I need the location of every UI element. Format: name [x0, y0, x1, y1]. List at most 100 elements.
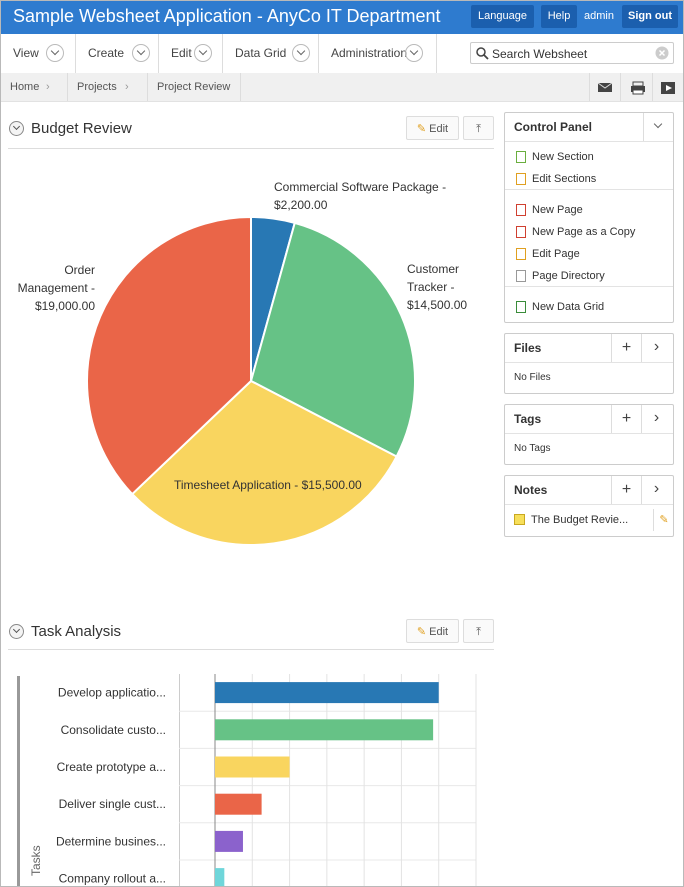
expand-button[interactable]: › — [641, 334, 671, 362]
collapse-toggle[interactable] — [9, 121, 24, 136]
user-name: admin — [584, 10, 614, 22]
menu-item[interactable]: Administration — [319, 34, 437, 73]
sign-out-button[interactable]: Sign out — [622, 5, 678, 28]
print-icon[interactable] — [631, 81, 645, 95]
top-button[interactable]: ⤒ — [463, 619, 494, 643]
category-label: Develop applicatio... — [58, 686, 166, 700]
pie-chart — [86, 215, 416, 546]
menu-item[interactable]: Data Grid — [223, 34, 319, 73]
panel-rule — [505, 504, 673, 505]
section-title: Budget Review — [31, 120, 132, 137]
menu-chevron — [132, 44, 150, 62]
panel-title: Notes — [514, 483, 548, 497]
present-icon[interactable] — [661, 82, 675, 94]
note-link[interactable]: The Budget Revie... — [531, 514, 629, 526]
menu-item[interactable]: Edit — [159, 34, 223, 73]
collapse-button[interactable] — [643, 113, 674, 141]
panel-link[interactable]: Page Directory — [532, 270, 605, 282]
edit-note-button[interactable]: ✎ — [653, 509, 674, 531]
panel-rule — [505, 433, 673, 434]
menu-bar: View Create Edit Data Grid Administratio… — [1, 34, 683, 74]
help-button[interactable]: Help — [541, 5, 577, 28]
search-placeholder: Search Websheet — [492, 47, 588, 61]
panel-rule — [505, 286, 673, 287]
search-icon — [476, 47, 489, 60]
breadcrumb-bar: Home › Projects › Project Review — [1, 73, 683, 102]
menu-label: Create — [88, 46, 125, 60]
panel-link[interactable]: Edit Sections — [532, 173, 597, 185]
category-label: Deliver single cust... — [59, 797, 166, 811]
menu-chevron — [292, 44, 310, 62]
language-button[interactable]: Language — [471, 5, 534, 28]
pie-slice — [86, 215, 252, 496]
item-icon — [516, 204, 526, 216]
notes-panel: Notes + › The Budget Revie... ✎ — [504, 475, 674, 537]
panel-rule — [505, 362, 673, 363]
panel-title: Files — [514, 341, 542, 355]
control-panel: Control Panel New Section Edit Sections Ne… — [504, 112, 674, 323]
pie-slice — [130, 379, 398, 546]
panel-link[interactable]: New Section — [532, 151, 594, 163]
item-icon — [516, 248, 526, 260]
bar-chart: Develop applicatio... Consolidate custo..… — [17, 674, 477, 886]
add-button[interactable]: + — [611, 476, 641, 504]
panel-link[interactable]: New Page as a Copy — [532, 226, 636, 238]
menu-label: View — [13, 46, 39, 60]
edit-label: Edit — [429, 626, 449, 638]
top-bar: Sample Websheet Application - AnyCo IT D… — [1, 1, 683, 34]
clear-icon[interactable] — [655, 46, 669, 60]
menu-item[interactable]: View — [1, 34, 76, 73]
menu-label: Data Grid — [235, 46, 287, 60]
menu-item[interactable]: Create — [76, 34, 159, 73]
item-icon — [516, 173, 526, 185]
email-icon[interactable] — [597, 82, 613, 92]
breadcrumb-label: Project Review — [157, 81, 231, 93]
section-rule — [8, 148, 494, 149]
files-panel: Files + › No Files — [504, 333, 674, 394]
category-label: Determine busines... — [56, 834, 166, 848]
category-label: Company rollout a... — [59, 872, 166, 886]
panel-link[interactable]: New Page — [532, 204, 583, 216]
add-button[interactable]: + — [611, 405, 641, 433]
category-label: Consolidate custo... — [61, 723, 166, 737]
panel-title: Tags — [514, 412, 542, 426]
bar — [215, 682, 439, 704]
breadcrumb: Project Review — [148, 73, 241, 101]
menu-label: Administration — [331, 46, 408, 60]
section-rule — [8, 649, 494, 650]
edit-button[interactable]: ✎ Edit — [406, 619, 459, 643]
panel-link[interactable]: Edit Page — [532, 248, 580, 260]
item-icon — [516, 151, 526, 163]
panel-rule — [505, 189, 673, 190]
empty-text: No Tags — [514, 443, 551, 454]
action-icons — [589, 73, 675, 101]
panel-link[interactable]: New Data Grid — [532, 301, 605, 313]
expand-button[interactable]: › — [641, 476, 671, 504]
expand-button[interactable]: › — [641, 405, 671, 433]
breadcrumb-arrow: › — [46, 81, 50, 93]
breadcrumb[interactable]: Home › — [1, 73, 68, 101]
bar — [215, 793, 262, 815]
tags-panel: Tags + › No Tags — [504, 404, 674, 465]
search-box[interactable]: Search Websheet — [470, 42, 674, 64]
collapse-toggle[interactable] — [9, 624, 24, 639]
top-button[interactable]: ⤒ — [463, 116, 494, 140]
note-icon — [514, 514, 525, 525]
slice-label: Timesheet Application - $15,500.00 — [174, 478, 362, 492]
slice-label: Customer Tracker - $14,500.00 — [407, 262, 468, 312]
edit-label: Edit — [429, 123, 449, 135]
menu-chevron — [194, 44, 212, 62]
menu-label: Edit — [171, 46, 192, 60]
breadcrumb-arrow: › — [125, 81, 129, 93]
edit-button[interactable]: ✎ Edit — [406, 116, 459, 140]
add-button[interactable]: + — [611, 334, 641, 362]
bar — [215, 868, 225, 886]
breadcrumb-label: Home — [10, 81, 40, 93]
menu-chevron — [405, 44, 423, 62]
slice-label: Commercial Software Package - $2,200.00 — [274, 180, 447, 212]
menu-chevron — [46, 44, 64, 62]
category-label: Create prototype a... — [57, 760, 166, 774]
breadcrumb[interactable]: Projects › — [68, 73, 148, 101]
breadcrumb-label: Projects — [77, 81, 117, 93]
